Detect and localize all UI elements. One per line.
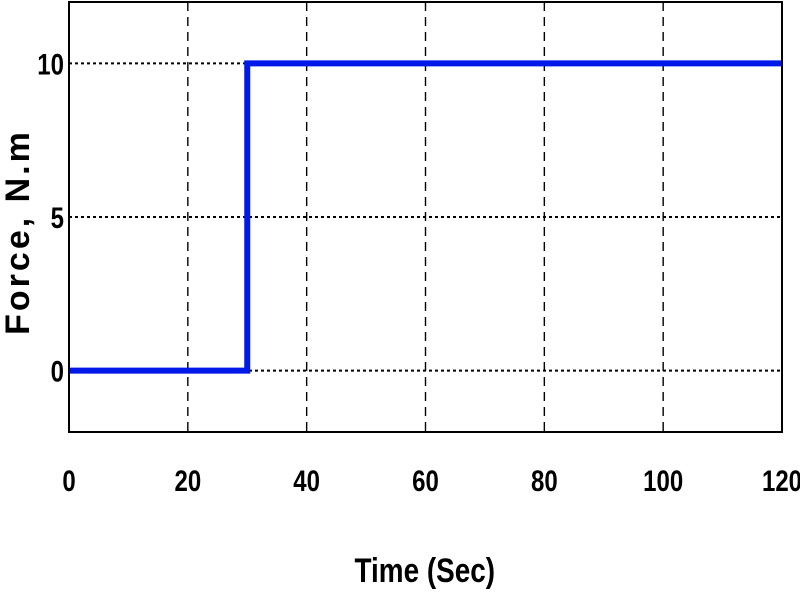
x-tick-label-60: 60 xyxy=(412,463,439,497)
x-tick-label-100: 100 xyxy=(643,463,683,497)
series-layer xyxy=(69,60,782,374)
x-tick-label-0: 0 xyxy=(62,463,75,497)
y-axis-tick-labels: 0 5 10 xyxy=(37,47,64,388)
y-axis-title: Force, N.m xyxy=(0,129,37,335)
x-tick-label-20: 20 xyxy=(174,463,201,497)
plot-area-frame xyxy=(68,1,783,433)
x-tick-label-80: 80 xyxy=(531,463,558,497)
x-tick-label-40: 40 xyxy=(293,463,320,497)
x-axis-title: Time (Sec) xyxy=(355,551,495,589)
y-tick-label-5: 5 xyxy=(51,200,64,234)
y-tick-label-0: 0 xyxy=(51,354,64,388)
x-tick-label-120: 120 xyxy=(762,463,800,497)
x-axis-tick-labels: 0 20 40 60 80 100 120 xyxy=(62,463,800,497)
series-line-0 xyxy=(69,60,782,374)
y-tick-label-10: 10 xyxy=(37,47,64,81)
